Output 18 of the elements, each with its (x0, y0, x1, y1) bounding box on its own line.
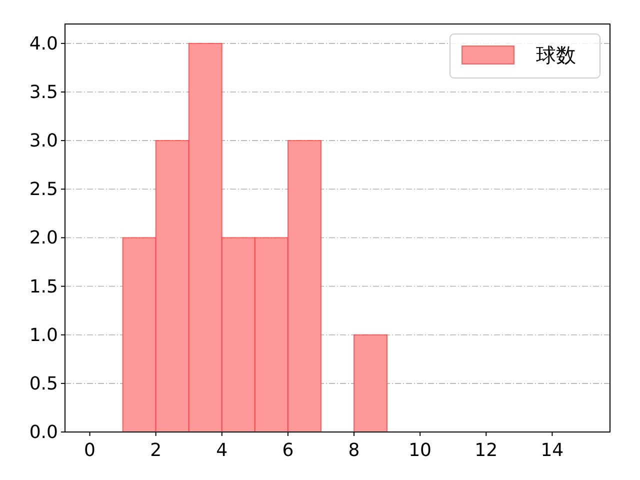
x-tick-label: 14 (540, 440, 564, 461)
y-tick-label: 2.5 (29, 179, 58, 200)
y-tick-label: 3.5 (29, 82, 58, 103)
x-tick-label: 0 (84, 440, 96, 461)
x-tick-label: 10 (408, 440, 432, 461)
x-tick-label: 6 (282, 440, 294, 461)
y-tick-label: 2.0 (29, 228, 58, 249)
x-tick-label: 2 (150, 440, 162, 461)
x-tick-label: 12 (474, 440, 498, 461)
y-tick-label: 3.0 (29, 130, 58, 152)
y-tick-label: 0.0 (29, 422, 58, 443)
y-tick-label: 1.5 (29, 276, 58, 298)
y-tick-label: 0.5 (29, 373, 58, 394)
legend-label: 球数 (536, 43, 576, 67)
x-tick-label: 8 (348, 440, 360, 461)
y-tick-label: 1.0 (29, 324, 58, 346)
x-tick-label: 4 (216, 440, 228, 461)
y-tick-label: 4.0 (29, 33, 58, 54)
